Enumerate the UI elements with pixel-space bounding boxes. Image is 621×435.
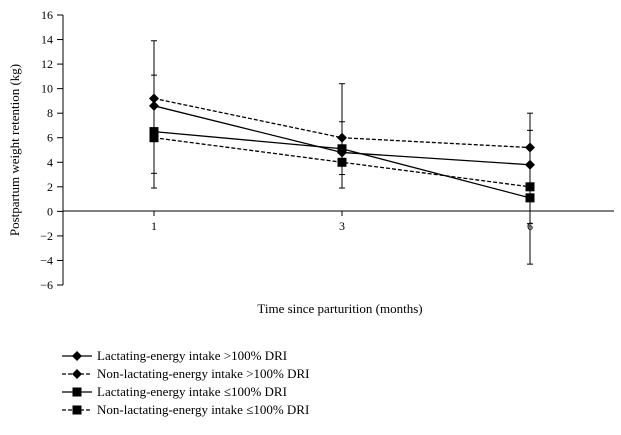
y-tick-label: −6: [40, 278, 53, 292]
data-point-series-1: [525, 159, 535, 170]
data-point-series-4: [149, 133, 159, 143]
y-tick-label: 2: [47, 180, 53, 194]
data-point-series-2: [337, 132, 347, 143]
legend-marker-2: [72, 369, 82, 379]
legend-label-4: Non-lactating-energy intake ≤100% DRI: [97, 402, 309, 417]
y-tick-label: 16: [41, 8, 53, 22]
legend-marker-3: [72, 387, 82, 397]
x-tick-label: 3: [339, 219, 345, 233]
x-tick-label: 1: [151, 219, 157, 233]
legend-marker-1: [72, 351, 82, 361]
y-tick-label: 12: [41, 57, 53, 71]
series-lines: [149, 93, 535, 203]
x-ticks: 136: [151, 211, 533, 233]
x-axis-label: Time since parturition (months): [257, 301, 422, 316]
legend-label-3: Lactating-energy intake ≤100% DRI: [97, 384, 287, 399]
y-tick-label: 14: [41, 33, 53, 47]
data-point-series-4: [525, 182, 535, 192]
data-point-series-4: [337, 157, 347, 167]
axes: [62, 15, 614, 285]
data-point-series-3: [149, 127, 159, 137]
y-tick-label: 10: [41, 82, 53, 96]
data-point-series-1: [149, 100, 159, 111]
legend-label-1: Lactating-energy intake >100% DRI: [97, 348, 287, 363]
data-point-series-3: [525, 193, 535, 203]
legend: Lactating-energy intake >100% DRI Non-lac…: [62, 348, 310, 417]
y-tick-label: −2: [40, 229, 53, 243]
data-point-series-2: [525, 142, 535, 153]
y-tick-label: 4: [47, 155, 53, 169]
y-tick-label: 8: [47, 106, 53, 120]
y-axis-label: Postpartum weight retention (kg): [7, 64, 22, 236]
data-point-series-3: [337, 144, 347, 154]
y-tick-label: 6: [47, 131, 53, 145]
y-ticks: −6 −4 −2 0 2 4 6 8 10 12 14 16: [40, 8, 63, 292]
y-tick-label: 0: [47, 204, 53, 218]
legend-label-2: Non-lactating-energy intake >100% DRI: [97, 366, 310, 381]
data-point-series-2: [149, 93, 159, 104]
legend-marker-4: [72, 405, 82, 415]
y-tick-label: −4: [40, 253, 53, 267]
